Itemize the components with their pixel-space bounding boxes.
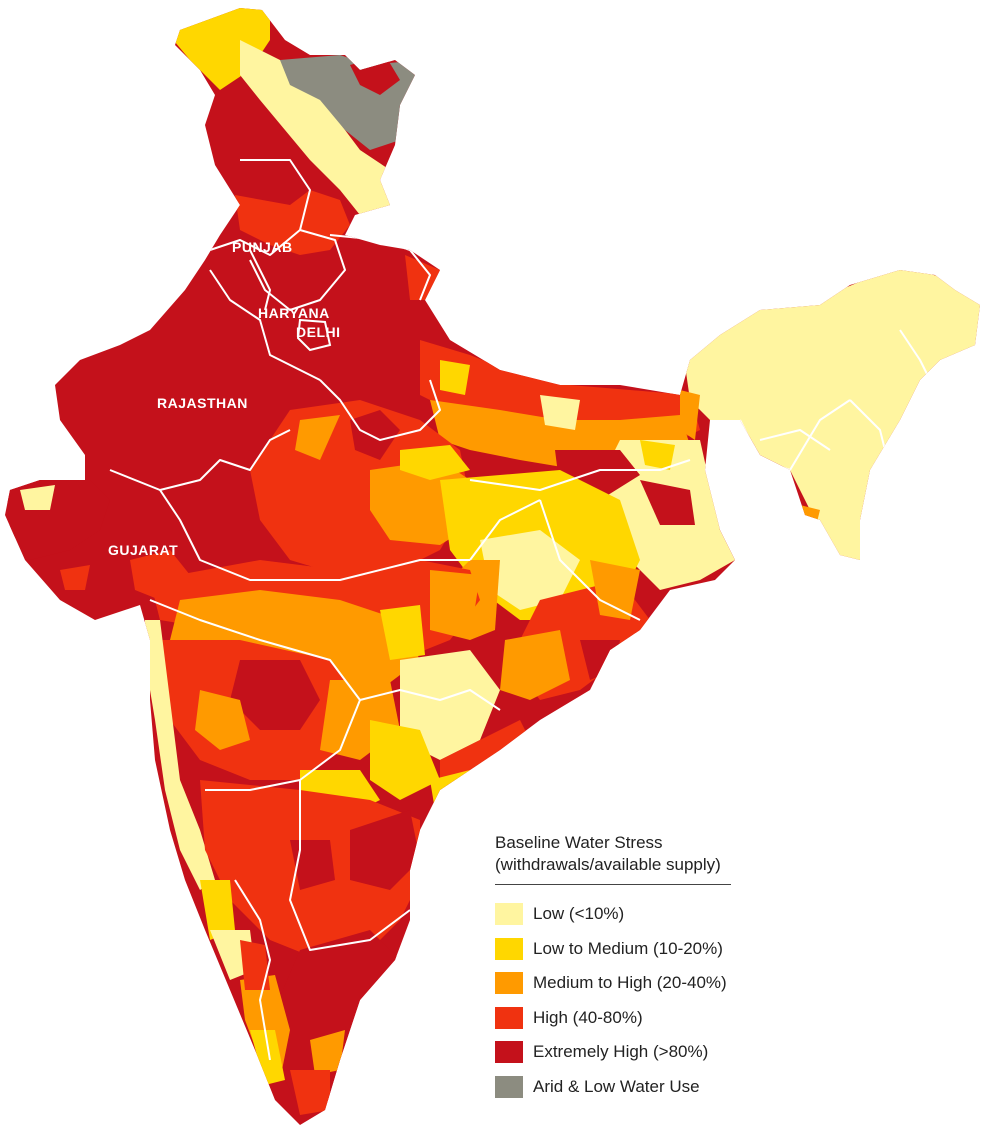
legend-label: Low to Medium (10-20%)	[533, 938, 723, 958]
legend-label: Low (<10%)	[533, 904, 625, 923]
legend-label: Medium to High (20-40%)	[533, 973, 727, 992]
legend-swatch	[495, 1075, 523, 1098]
label-gujarat: GUJARAT	[108, 542, 178, 558]
legend-item-arid-low-water-use: Arid & Low Water Use	[495, 1075, 755, 1098]
legend-item-extremely-high: Extremely High (>80%)	[495, 1041, 755, 1063]
label-delhi: DELHI	[296, 324, 341, 340]
legend-swatch	[495, 903, 523, 925]
legend-item-low: Low (<10%)	[495, 903, 755, 925]
legend-label: High (40-80%)	[533, 1007, 643, 1027]
legend-title-line2: (withdrawals/available supply)	[495, 855, 721, 874]
legend-item-high: High (40-80%)	[495, 1006, 755, 1029]
legend-item-medium-to-high: Medium to High (20-40%)	[495, 972, 755, 994]
legend-label: Extremely High (>80%)	[533, 1042, 709, 1061]
legend-swatch	[495, 1041, 523, 1063]
legend-label: Arid & Low Water Use	[533, 1076, 700, 1096]
label-punjab: PUNJAB	[232, 239, 293, 255]
legend-swatch	[495, 972, 523, 994]
label-rajasthan: RAJASTHAN	[157, 395, 248, 411]
legend-divider	[495, 884, 731, 885]
legend-swatch	[495, 937, 523, 960]
legend: Baseline Water Stress (withdrawals/avail…	[495, 832, 755, 1110]
legend-item-low-to-medium: Low to Medium (10-20%)	[495, 937, 755, 960]
legend-title-line1: Baseline Water Stress	[495, 833, 663, 852]
label-haryana: HARYANA	[258, 305, 330, 321]
legend-swatch	[495, 1006, 523, 1029]
